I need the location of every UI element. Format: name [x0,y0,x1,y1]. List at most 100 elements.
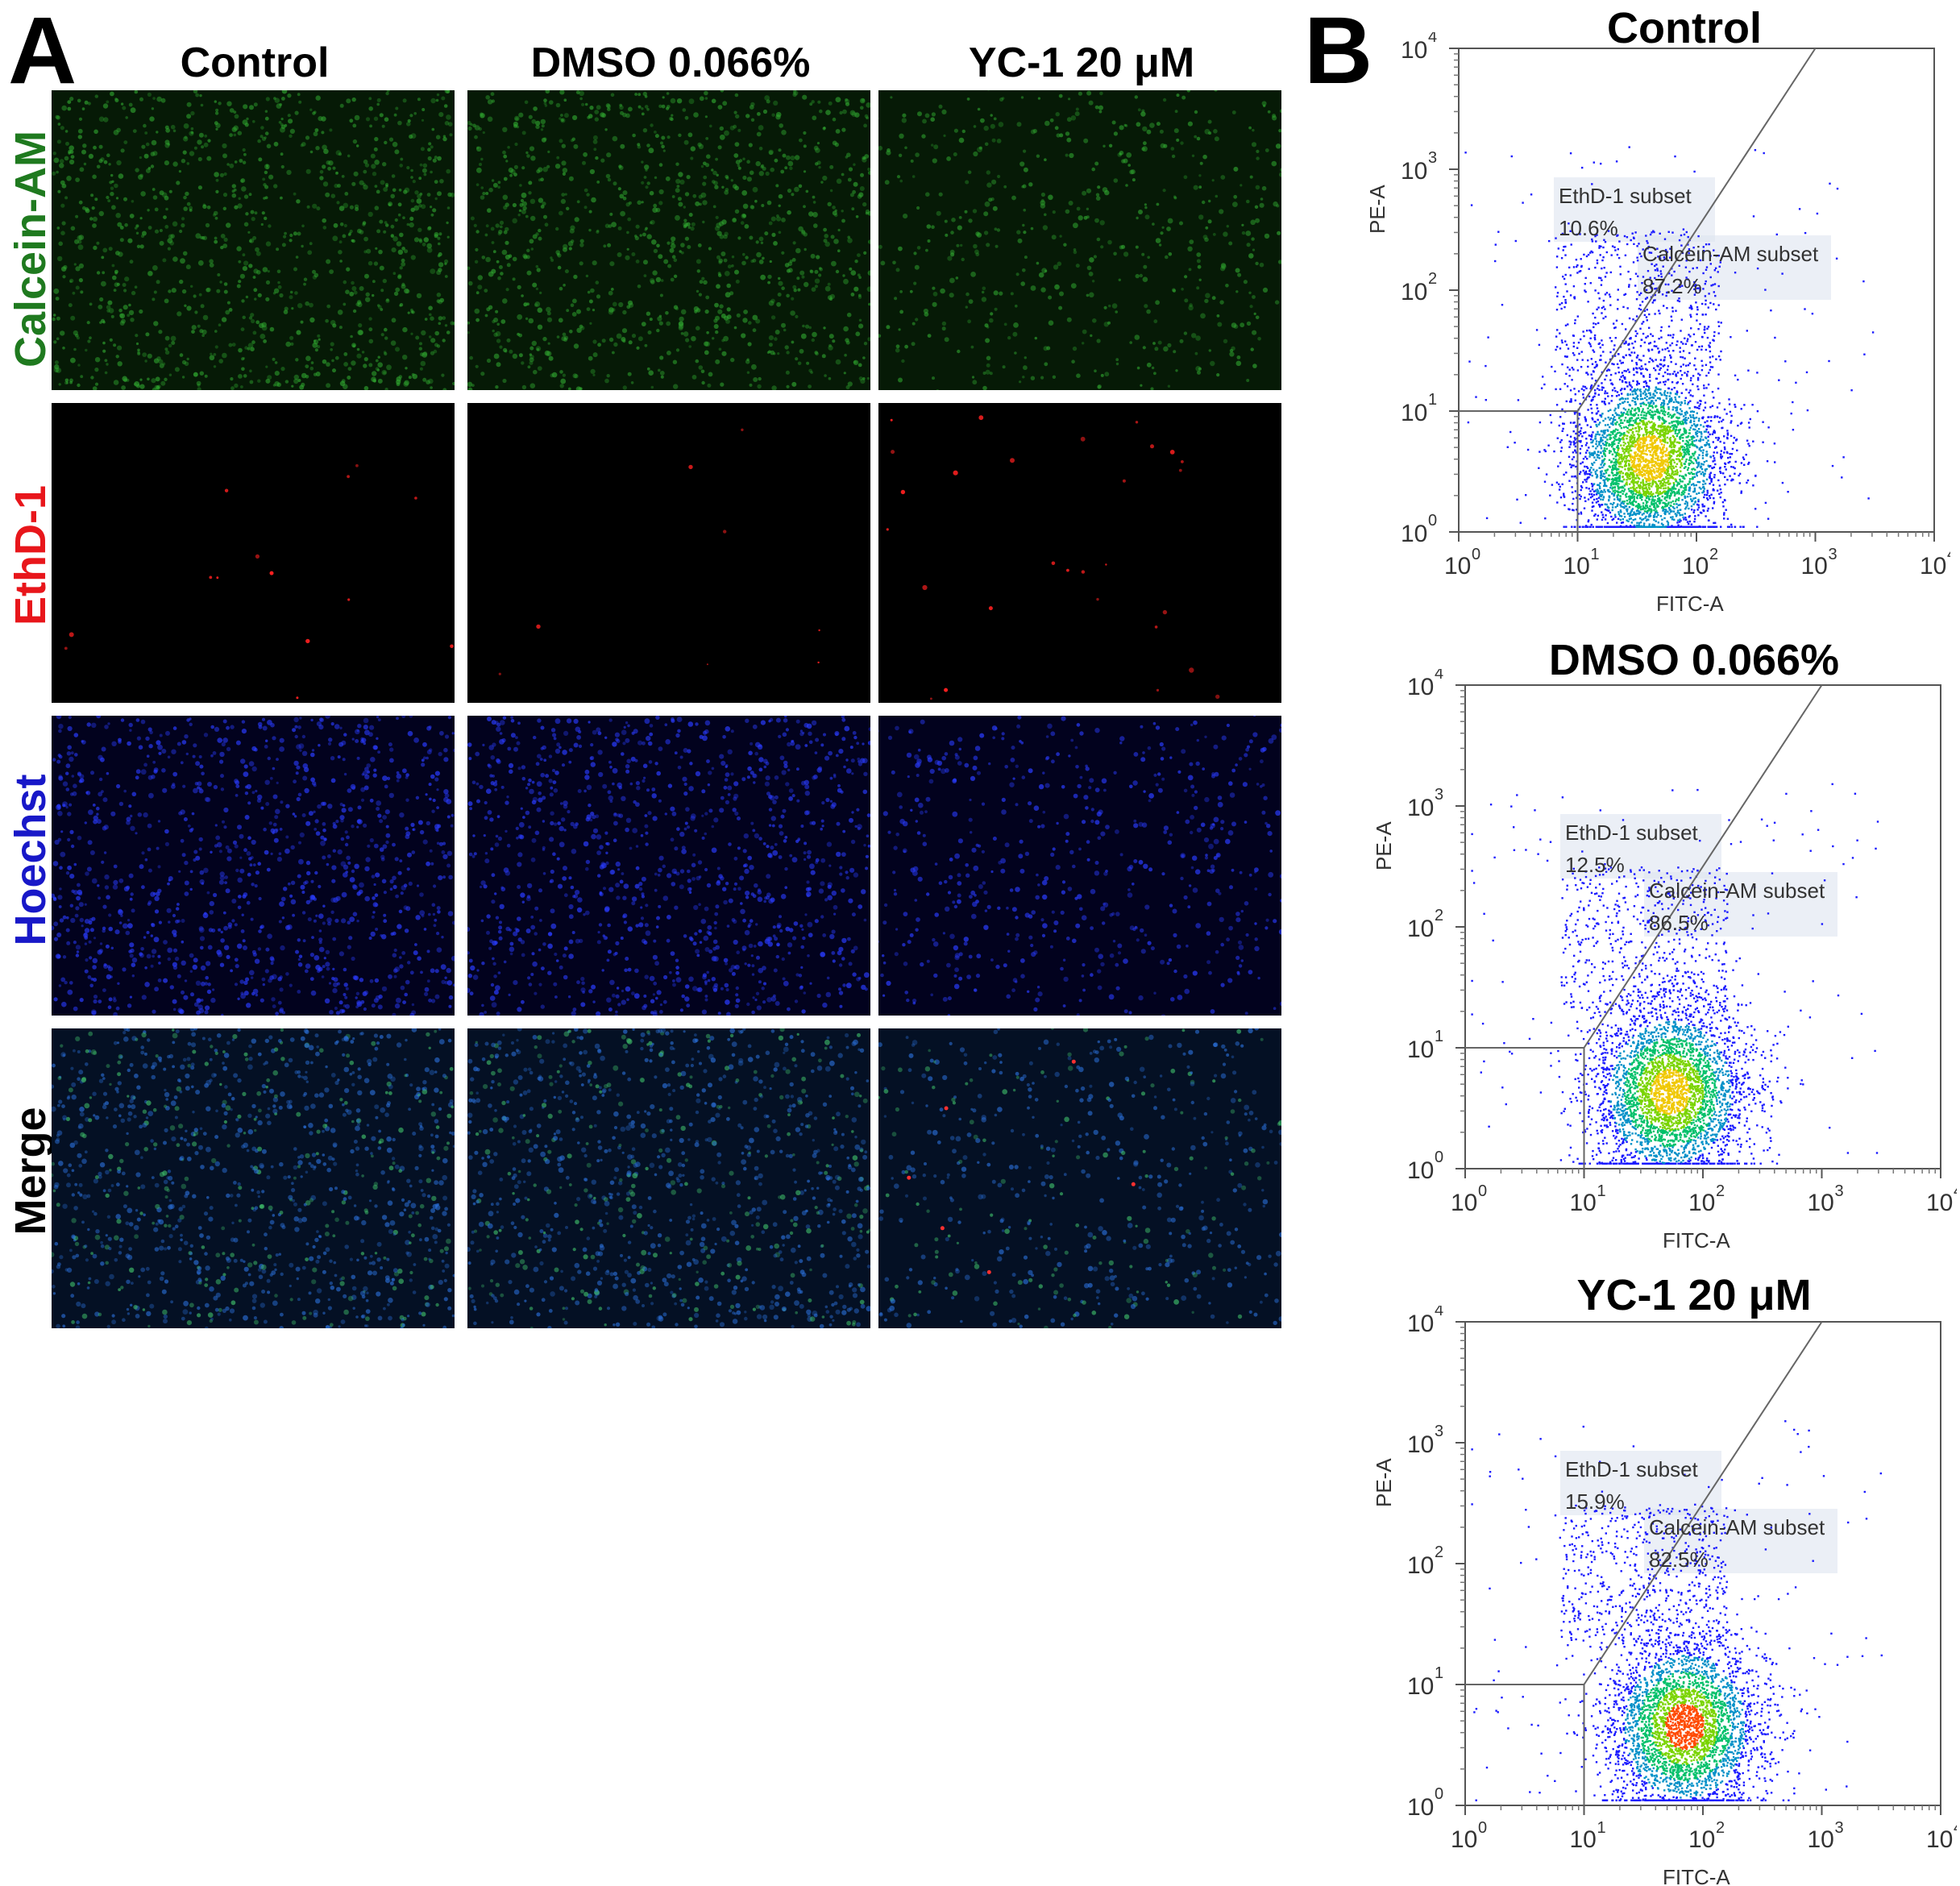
y-tick-exponent: 1 [1428,391,1437,409]
x-tick-label: 10 [1808,1190,1834,1216]
row-label-ethd: EthD-1 [9,410,52,700]
flow-plot-svg: 100100101101102102103103104104FITC-APE-A… [1328,1306,1957,1886]
x-tick-exponent: 4 [1947,546,1950,563]
x-tick-exponent: 4 [1954,1182,1957,1200]
x-tick-label: 10 [1801,553,1828,580]
micrograph-calcein-col1 [52,90,455,390]
y-tick-label: 10 [1401,158,1427,185]
calcein-gate-name: Calcein-AM subset [1649,1515,1825,1539]
y-tick-label: 10 [1407,674,1434,700]
y-tick-exponent: 4 [1435,1306,1443,1319]
y-tick-exponent: 0 [1435,1785,1443,1803]
row-label-calcein: Calcein-AM [9,104,52,394]
ethd-gate-name: EthD-1 subset [1559,184,1692,208]
flow-plot-control: 100100101101102102103103104104FITC-APE-A… [1322,32,1950,613]
micrograph-calcein-col3 [878,90,1281,390]
y-tick-exponent: 2 [1435,907,1443,924]
y-tick-exponent: 4 [1428,32,1437,46]
x-tick-label: 10 [1926,1826,1953,1853]
x-tick-label: 10 [1444,553,1471,580]
ethd-gate-percent: 10.6% [1559,216,1618,240]
calcein-gate-name: Calcein-AM subset [1649,879,1825,903]
y-tick-label: 10 [1407,1157,1434,1184]
ethd-gate-percent: 12.5% [1565,853,1625,877]
micrograph-ethd-col1 [52,403,455,703]
x-tick-exponent: 0 [1478,1182,1487,1200]
y-tick-exponent: 0 [1428,512,1437,530]
micrograph-merge-col2 [467,1028,870,1328]
x-tick-exponent: 4 [1954,1819,1957,1837]
ethd-gate-name: EthD-1 subset [1565,820,1699,845]
y-tick-label: 10 [1407,795,1434,821]
x-tick-label: 10 [1570,1826,1597,1853]
y-axis-label: PE-A [1372,821,1396,870]
y-tick-label: 10 [1407,1794,1434,1821]
calcein-gate-percent: 82.5% [1649,1547,1709,1572]
x-tick-label: 10 [1688,1190,1715,1216]
y-tick-exponent: 2 [1435,1543,1443,1561]
column-title-dmso: DMSO 0.066% [469,42,872,84]
y-tick-label: 10 [1407,1036,1434,1063]
y-tick-label: 10 [1407,916,1434,942]
x-tick-label: 10 [1682,553,1709,580]
micrograph-merge-col3 [878,1028,1281,1328]
x-axis-label: FITC-A [1663,1228,1730,1249]
calcein-gate-percent: 86.5% [1649,911,1709,935]
y-tick-label: 10 [1401,521,1427,547]
calcein-gate-name: Calcein-AM subset [1642,242,1819,266]
flow-plot-svg: 100100101101102102103103104104FITC-APE-A… [1328,669,1957,1249]
y-tick-label: 10 [1407,1311,1434,1337]
row-label-hoechst: Hoechst [9,715,52,1005]
x-tick-exponent: 0 [1472,546,1480,563]
x-tick-label: 10 [1688,1826,1715,1853]
x-tick-exponent: 2 [1716,1819,1725,1837]
y-tick-exponent: 1 [1435,1028,1443,1045]
x-tick-label: 10 [1926,1190,1953,1216]
x-tick-exponent: 3 [1835,1819,1844,1837]
y-tick-exponent: 3 [1435,1423,1443,1440]
micrograph-ethd-col2 [467,403,870,703]
x-axis-label: FITC-A [1656,592,1724,613]
y-tick-exponent: 2 [1428,270,1437,288]
y-tick-exponent: 1 [1435,1664,1443,1682]
x-tick-exponent: 1 [1597,1182,1606,1200]
x-tick-label: 10 [1920,553,1946,580]
micrograph-hoechst-col2 [467,716,870,1016]
x-tick-exponent: 3 [1835,1182,1844,1200]
x-tick-label: 10 [1451,1190,1477,1216]
y-tick-label: 10 [1401,400,1427,426]
y-tick-label: 10 [1407,1431,1434,1458]
x-tick-exponent: 1 [1591,546,1600,563]
y-axis-label: PE-A [1365,185,1389,234]
micrograph-merge-col1 [52,1028,455,1328]
flow-plot-svg: 100100101101102102103103104104FITC-APE-A… [1322,32,1950,613]
micrograph-ethd-col3 [878,403,1281,703]
micrograph-hoechst-col3 [878,716,1281,1016]
x-tick-label: 10 [1563,553,1590,580]
calcein-gate-percent: 87.2% [1642,274,1702,298]
x-tick-exponent: 1 [1597,1819,1606,1837]
x-tick-exponent: 0 [1478,1819,1487,1837]
flow-plot-yc1: 100100101101102102103103104104FITC-APE-A… [1328,1306,1957,1886]
column-title-yc1: YC-1 20 μM [880,42,1283,84]
y-tick-exponent: 3 [1435,786,1443,804]
y-tick-label: 10 [1407,1552,1434,1579]
y-tick-exponent: 0 [1435,1149,1443,1166]
flow-plot-dmso: 100100101101102102103103104104FITC-APE-A… [1328,669,1957,1249]
x-tick-exponent: 3 [1829,546,1838,563]
x-tick-exponent: 2 [1709,546,1718,563]
y-tick-label: 10 [1401,37,1427,64]
x-tick-label: 10 [1451,1826,1477,1853]
x-tick-label: 10 [1808,1826,1834,1853]
y-tick-exponent: 3 [1428,149,1437,167]
x-tick-label: 10 [1570,1190,1597,1216]
x-tick-exponent: 2 [1716,1182,1725,1200]
column-title-control: Control [53,42,456,84]
micrograph-calcein-col2 [467,90,870,390]
y-tick-exponent: 4 [1435,669,1443,683]
x-axis-label: FITC-A [1663,1865,1730,1886]
row-label-merge: Merge [9,1026,52,1316]
y-tick-label: 10 [1407,1673,1434,1700]
y-tick-label: 10 [1401,279,1427,305]
ethd-gate-name: EthD-1 subset [1565,1457,1699,1481]
